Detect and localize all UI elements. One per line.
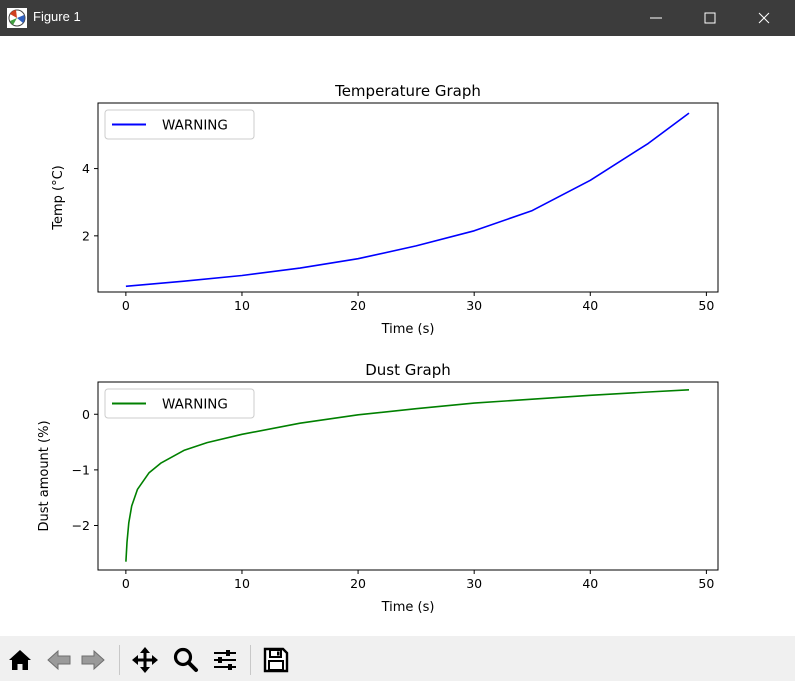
x-tick-label: 40 xyxy=(582,298,598,313)
window-title: Figure 1 xyxy=(33,9,81,24)
x-tick-label: 30 xyxy=(466,576,482,591)
x-tick-label: 40 xyxy=(582,576,598,591)
y-axis-label: Dust amount (%) xyxy=(37,420,52,531)
app-icon xyxy=(7,8,27,28)
y-tick-label: 2 xyxy=(82,228,90,243)
forward-button[interactable] xyxy=(78,645,108,675)
axes-frame xyxy=(97,102,719,293)
y-tick-label: −1 xyxy=(72,462,90,477)
x-tick-label: 0 xyxy=(122,576,130,591)
minimize-icon xyxy=(650,17,662,19)
zoom-button[interactable] xyxy=(170,645,200,675)
axes-frame xyxy=(97,381,719,571)
x-tick-label: 20 xyxy=(350,298,366,313)
legend-box xyxy=(104,109,255,140)
x-tick-label: 20 xyxy=(350,576,366,591)
x-tick-label: 10 xyxy=(234,576,250,591)
x-tick-label: 0 xyxy=(122,298,130,313)
x-axis-label: Time (s) xyxy=(381,600,435,615)
window-titlebar: Figure 1 xyxy=(0,0,795,36)
chart-title: Temperature Graph xyxy=(334,82,481,100)
series-line xyxy=(125,112,690,288)
minimize-button[interactable] xyxy=(633,0,679,36)
pan-icon xyxy=(132,647,158,673)
toolbar-separator xyxy=(119,645,120,675)
pan-button[interactable] xyxy=(130,645,160,675)
x-tick-label: 30 xyxy=(466,298,482,313)
x-tick-label: 50 xyxy=(698,298,714,313)
y-tick-label: 4 xyxy=(82,161,90,176)
back-arrow-icon xyxy=(47,649,71,671)
close-button[interactable] xyxy=(741,0,787,36)
legend-label: WARNING xyxy=(162,397,228,413)
x-tick-label: 50 xyxy=(698,576,714,591)
x-tick-label: 10 xyxy=(234,298,250,313)
chart-title: Dust Graph xyxy=(365,361,451,379)
save-button[interactable] xyxy=(261,645,291,675)
legend-label: WARNING xyxy=(162,118,228,134)
zoom-icon xyxy=(173,647,198,672)
y-tick-label: 0 xyxy=(82,407,90,422)
series-line xyxy=(125,389,690,562)
legend-box xyxy=(104,388,255,419)
configure-subplots-icon xyxy=(214,650,236,670)
back-button[interactable] xyxy=(44,645,74,675)
home-icon xyxy=(9,650,31,670)
y-tick-label: −2 xyxy=(72,518,90,533)
save-icon xyxy=(263,647,289,673)
forward-arrow-icon xyxy=(81,649,105,671)
figure-chart: 0 10 20 30 40 50 2 4 Temperature Graph Time (s) Te… xyxy=(37,82,719,615)
configure-subplots-button[interactable] xyxy=(210,645,240,675)
x-axis-label: Time (s) xyxy=(381,322,435,337)
navigation-toolbar xyxy=(0,636,795,681)
close-icon xyxy=(758,12,770,24)
figure-canvas[interactable]: 0 10 20 30 40 50 2 4 Temperature Graph Time (s) Te… xyxy=(0,36,795,636)
maximize-button[interactable] xyxy=(687,0,733,36)
maximize-icon xyxy=(704,12,716,24)
home-button[interactable] xyxy=(5,645,35,675)
y-axis-label: Temp (°C) xyxy=(51,165,66,231)
toolbar-separator xyxy=(250,645,251,675)
